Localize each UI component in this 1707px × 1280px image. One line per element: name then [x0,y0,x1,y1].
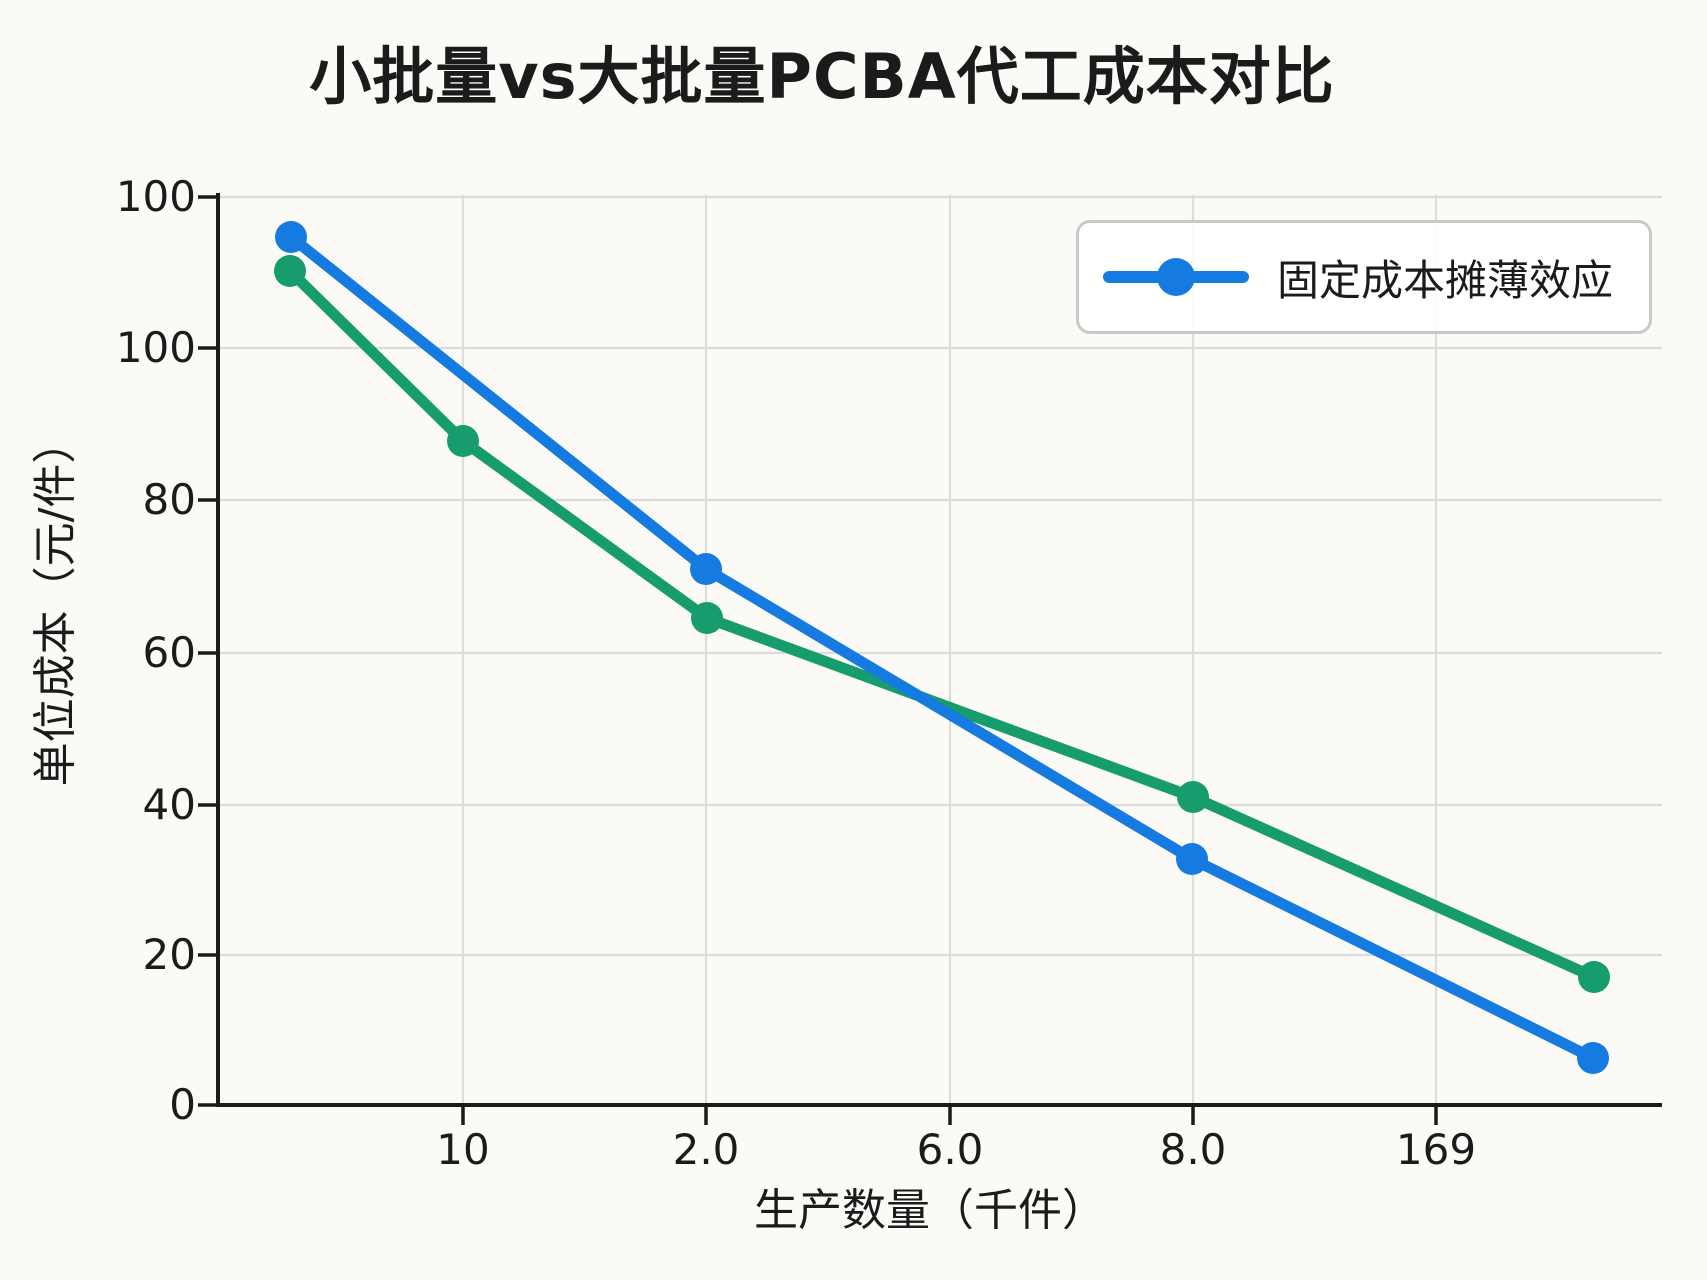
x-tick-label: 10 [436,1125,490,1174]
series-blue-fixed-cost-dilution-marker [1577,1042,1609,1074]
y-tick-label: 60 [142,628,196,677]
legend-label: 固定成本摊薄效应 [1277,255,1614,305]
y-tick-label: 40 [142,780,196,829]
y-tick-label: 0 [169,1080,196,1129]
series-blue-fixed-cost-dilution-marker [690,553,722,585]
series-blue-fixed-cost-dilution-marker [275,221,307,253]
series-green-unlabeled-marker [1578,961,1610,993]
series-blue-fixed-cost-dilution-marker [1176,843,1208,875]
series-green-unlabeled-marker [447,425,479,457]
y-tick-label: 20 [142,930,196,979]
y-tick-label: 100 [115,172,196,221]
x-axis-title: 生产数量（千件） [754,1185,1106,1236]
chart-title: 小批量vs大批量PCBA代工成本对比 [309,40,1335,113]
series-green-unlabeled-marker [274,255,306,287]
x-tick-label: 2.0 [672,1125,740,1174]
y-axis-title: 单位成本（元/件） [30,419,81,787]
series-green-unlabeled-marker [691,602,723,634]
x-tick-label: 8.0 [1159,1125,1227,1174]
y-tick-label: 100 [115,323,196,372]
series-green-unlabeled-line [284,265,1600,983]
x-tick-label: 169 [1395,1125,1477,1174]
legend: 固定成本摊薄效应 [1076,220,1652,334]
y-tick-label: 80 [142,475,196,524]
series-green-unlabeled-marker [1177,781,1209,813]
legend-line-marker-icon [1103,258,1249,296]
x-tick-label: 6.0 [916,1125,984,1174]
series-blue-fixed-cost-dilution-line [285,231,1599,1064]
